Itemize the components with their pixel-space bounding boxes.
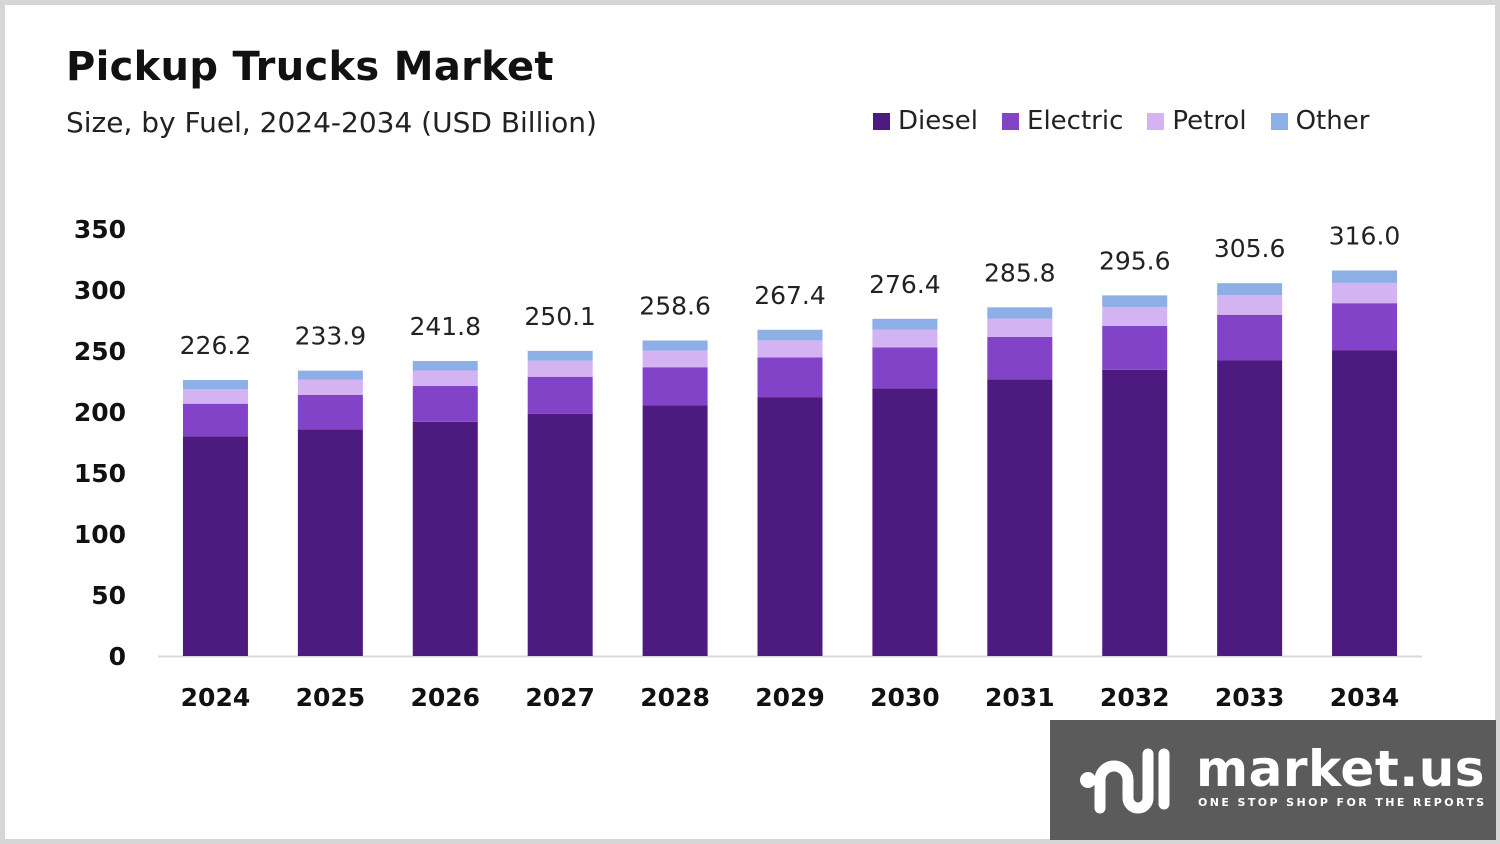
market-us-watermark: market.us ONE STOP SHOP FOR THE REPORTS — [1050, 720, 1496, 840]
legend: Diesel Electric Petrol Other — [873, 106, 1369, 136]
x-tick-label-2025: 2025 — [296, 683, 366, 712]
bar-electric-2034 — [1332, 303, 1398, 351]
bar-diesel-2024 — [182, 436, 248, 656]
x-tick-label-2026: 2026 — [410, 683, 480, 712]
bar-electric-2028 — [642, 367, 708, 406]
bar-electric-2033 — [1217, 314, 1283, 361]
y-tick-label-0: 0 — [109, 642, 126, 671]
legend-swatch-electric — [1002, 112, 1020, 130]
bar-petrol-2027 — [527, 360, 593, 377]
legend-item-petrol: Petrol — [1147, 106, 1247, 136]
bar-diesel-2025 — [297, 429, 363, 656]
x-tick-label-2024: 2024 — [181, 683, 251, 712]
legend-item-electric: Electric — [1002, 106, 1123, 136]
legend-label-petrol: Petrol — [1172, 106, 1247, 136]
bar-diesel-2028 — [642, 405, 708, 656]
total-label-2027: 250.1 — [524, 302, 596, 331]
legend-label-diesel: Diesel — [898, 106, 979, 136]
y-tick-label-50: 50 — [91, 581, 126, 610]
bar-other-2028 — [642, 340, 708, 351]
total-label-2030: 276.4 — [869, 270, 941, 299]
watermark-tagline: ONE STOP SHOP FOR THE REPORTS — [1198, 796, 1487, 809]
legend-item-diesel: Diesel — [873, 106, 978, 136]
bar-diesel-2030 — [872, 388, 938, 656]
x-tick-label-2030: 2030 — [870, 683, 940, 712]
legend-label-other: Other — [1295, 106, 1370, 136]
bar-diesel-2034 — [1332, 350, 1398, 656]
bar-diesel-2026 — [412, 421, 478, 656]
x-tick-label-2032: 2032 — [1100, 683, 1170, 712]
bar-electric-2025 — [297, 394, 363, 430]
x-tick-label-2034: 2034 — [1330, 683, 1400, 712]
bar-petrol-2028 — [642, 350, 708, 368]
bar-diesel-2027 — [527, 413, 593, 656]
x-tick-label-2033: 2033 — [1215, 683, 1285, 712]
y-tick-label-100: 100 — [74, 520, 126, 549]
legend-item-other: Other — [1270, 106, 1370, 136]
x-tick-label-2028: 2028 — [640, 683, 710, 712]
bar-diesel-2033 — [1217, 360, 1283, 656]
total-label-2034: 316.0 — [1329, 221, 1401, 250]
bar-electric-2024 — [182, 403, 248, 437]
bar-petrol-2031 — [987, 318, 1053, 337]
bar-electric-2026 — [412, 386, 478, 422]
bar-petrol-2029 — [757, 340, 823, 358]
y-tick-label-300: 300 — [74, 276, 126, 305]
chart-subtitle: Size, by Fuel, 2024-2034 (USD Billion) — [66, 106, 597, 139]
legend-swatch-diesel — [873, 112, 890, 130]
total-label-2024: 226.2 — [180, 331, 252, 360]
bar-petrol-2025 — [297, 379, 363, 395]
bar-other-2027 — [527, 350, 593, 361]
total-label-2033: 305.6 — [1214, 234, 1286, 263]
bar-electric-2027 — [527, 376, 593, 414]
total-label-2025: 233.9 — [295, 322, 367, 351]
bar-petrol-2026 — [412, 370, 478, 387]
y-tick-label-150: 150 — [74, 459, 126, 488]
bar-other-2032 — [1102, 295, 1168, 307]
bar-other-2031 — [987, 307, 1053, 319]
bar-petrol-2034 — [1332, 282, 1398, 304]
bar-other-2030 — [872, 318, 938, 330]
x-tick-label-2029: 2029 — [755, 683, 825, 712]
legend-swatch-other — [1270, 112, 1288, 130]
bar-other-2033 — [1217, 283, 1283, 296]
bar-petrol-2024 — [182, 389, 248, 404]
bar-other-2034 — [1332, 270, 1398, 283]
bar-diesel-2032 — [1102, 369, 1168, 656]
bar-diesel-2031 — [987, 379, 1053, 656]
bar-electric-2032 — [1102, 325, 1168, 370]
bar-petrol-2030 — [872, 329, 938, 348]
bar-other-2026 — [412, 361, 478, 371]
market-us-logo-icon — [1080, 748, 1170, 814]
chart-title: Pickup Trucks Market — [66, 44, 554, 90]
y-tick-label-350: 350 — [74, 215, 126, 244]
y-tick-label-250: 250 — [74, 337, 126, 366]
x-tick-label-2027: 2027 — [525, 683, 595, 712]
bar-other-2029 — [757, 329, 823, 341]
y-tick-label-200: 200 — [74, 398, 126, 427]
total-label-2029: 267.4 — [754, 281, 826, 310]
bar-other-2024 — [182, 380, 248, 390]
bar-petrol-2033 — [1217, 295, 1283, 315]
bar-electric-2031 — [987, 336, 1053, 380]
bar-electric-2030 — [872, 347, 938, 389]
bar-electric-2029 — [757, 357, 823, 398]
x-tick-label-2031: 2031 — [985, 683, 1055, 712]
bar-petrol-2032 — [1102, 306, 1168, 326]
legend-swatch-petrol — [1147, 112, 1165, 130]
total-label-2028: 258.6 — [639, 292, 711, 321]
legend-label-electric: Electric — [1027, 106, 1124, 136]
total-label-2032: 295.6 — [1099, 246, 1171, 275]
bar-diesel-2029 — [757, 397, 823, 656]
total-label-2031: 285.8 — [984, 258, 1056, 287]
bar-other-2025 — [297, 370, 363, 380]
watermark-brand: market.us — [1196, 740, 1486, 798]
total-label-2026: 241.8 — [409, 312, 481, 341]
